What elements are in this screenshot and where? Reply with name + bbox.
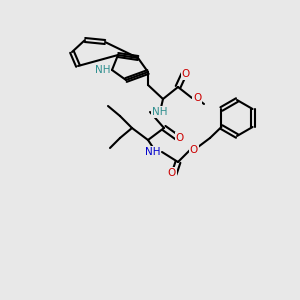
- Text: O: O: [190, 145, 198, 155]
- Text: NH: NH: [145, 147, 160, 157]
- Text: O: O: [176, 133, 184, 143]
- Text: NH: NH: [152, 107, 167, 117]
- Text: O: O: [193, 93, 201, 103]
- Text: O: O: [168, 168, 176, 178]
- Text: O: O: [182, 69, 190, 79]
- Text: NH: NH: [94, 65, 110, 75]
